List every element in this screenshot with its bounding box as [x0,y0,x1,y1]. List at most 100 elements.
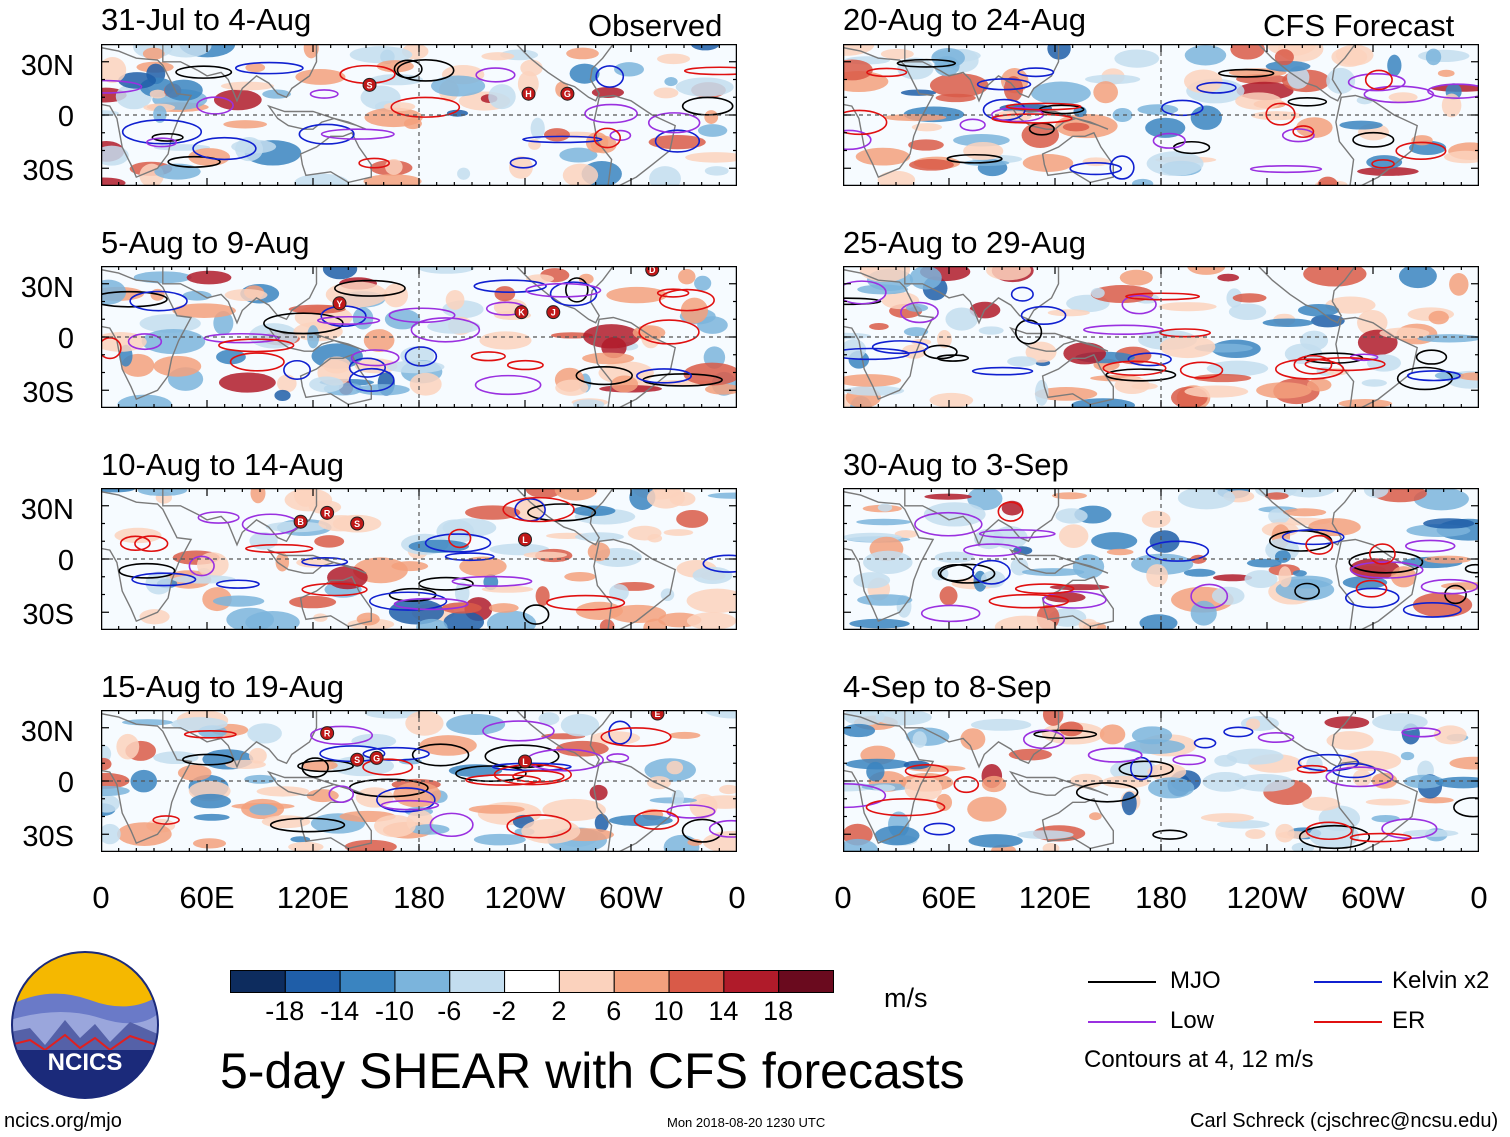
svg-text:K: K [518,308,525,318]
panel-title: 5-Aug to 9-Aug [101,225,310,260]
colorbar-tick-label: 6 [606,996,622,1026]
panel-title: 15-Aug to 19-Aug [101,669,345,704]
map-panel: B R S L [101,488,737,630]
map-panel [843,710,1479,852]
svg-text:B: B [297,517,304,527]
observed-label: Observed [588,8,723,43]
colorbar-tick-label: 14 [708,996,739,1026]
panel-title: 10-Aug to 14-Aug [101,447,345,482]
x-tick-label: 0 [728,880,746,915]
map-panel: R S G L E [101,710,737,852]
storm-marker: L [518,754,532,769]
svg-text:J: J [551,308,556,318]
storm-marker: S [350,516,365,531]
colorbar-segment [284,970,341,993]
colorbar-tick-label: 10 [653,996,684,1026]
legend-label-er: ER [1392,1007,1426,1034]
storm-marker: R [320,726,335,741]
colorbar-segment [558,970,615,993]
svg-text:R: R [324,729,331,739]
colorbar-tick-label: 18 [763,996,794,1026]
map-panel: SH G [101,44,737,186]
storm-marker: H [521,86,536,101]
legend-label-low: Low [1170,1007,1215,1034]
map-panel: Y K J D [101,266,737,408]
x-tick-label: 180 [393,880,445,915]
units-label: m/s [884,983,928,1013]
storm-marker: B [293,514,308,529]
storm-marker: G [369,750,384,765]
x-tick-label: 0 [834,880,852,915]
y-tick-label: 30N [20,716,74,748]
footer-url[interactable]: ncics.org/mjo [4,1110,122,1132]
colorbar-segment [668,970,725,993]
footer-author: Carl Schreck (cjschrec@ncsu.edu) [1190,1110,1499,1132]
y-tick-label: 0 [57,101,74,133]
y-tick-label: 30S [22,155,74,187]
storm-marker: L [518,532,532,547]
x-tick-label: 60E [921,880,977,915]
svg-text:L: L [522,535,528,545]
storm-marker: S [362,77,377,92]
colorbar-tick-label: 2 [551,996,567,1026]
x-tick-label: 180 [1135,880,1187,915]
logo-text: NCICS [48,1049,123,1076]
panel-title: 25-Aug to 29-Aug [843,225,1087,260]
svg-text:S: S [354,519,360,529]
colorbar-tick-label: -10 [374,996,414,1026]
svg-text:L: L [522,757,528,767]
x-tick-label: 120E [276,880,350,915]
colorbar-tick-label: -18 [265,996,305,1026]
svg-text:R: R [324,508,331,518]
main-title: 5-day SHEAR with CFS forecasts [220,1043,965,1099]
y-tick-label: 30S [22,821,74,853]
svg-text:G: G [564,89,571,99]
y-tick-label: 30N [20,272,74,304]
svg-text:S: S [354,755,360,765]
x-tick-label: 120W [484,880,566,915]
map-panel [843,44,1479,186]
colorbar-segment [504,970,560,993]
svg-text:S: S [367,80,373,90]
ncics-logo: NCICS [11,951,159,1099]
svg-text:G: G [373,753,380,763]
colorbar-tick-label: -14 [320,996,360,1026]
storm-marker: J [546,305,561,320]
footer-timestamp: Mon 2018-08-20 1230 UTC [667,1115,826,1130]
svg-text:D: D [649,266,656,275]
colorbar-segment [449,970,506,993]
colorbar-segment [723,970,780,993]
storm-marker: E [650,710,665,721]
x-tick-label: 120E [1018,880,1092,915]
colorbar [230,970,834,993]
colorbar-tick-label: -2 [492,996,517,1026]
panel-title: 20-Aug to 24-Aug [843,2,1087,37]
storm-marker: Y [332,296,347,311]
storm-marker: R [320,505,335,520]
y-tick-label: 30S [22,599,74,631]
colorbar-segment [613,970,670,993]
contour-note: Contours at 4, 12 m/s [1084,1046,1314,1073]
panel-title: 4-Sep to 8-Sep [843,669,1052,704]
y-tick-label: 0 [57,323,74,355]
legend-swatch-er [1314,1021,1382,1023]
colorbar-segment [778,970,834,993]
colorbar-tick-label: -6 [437,996,462,1026]
colorbar-segment [394,970,451,993]
legend-swatch-kelvin [1314,981,1382,983]
legend-swatch-mjo [1088,981,1156,983]
x-tick-label: 60W [599,880,663,915]
panel-title: 31-Jul to 4-Aug [101,2,312,37]
svg-text:E: E [654,710,660,719]
map-panel [843,488,1479,630]
y-tick-label: 0 [57,767,74,799]
svg-text:H: H [525,89,532,99]
legend-label-mjo: MJO [1170,967,1221,994]
x-tick-label: 0 [92,880,110,915]
storm-marker: G [560,86,575,101]
colorbar-segment [230,970,286,993]
x-tick-label: 120W [1226,880,1308,915]
storm-marker: D [645,266,660,277]
x-tick-label: 60E [179,880,235,915]
y-tick-label: 30N [20,494,74,526]
